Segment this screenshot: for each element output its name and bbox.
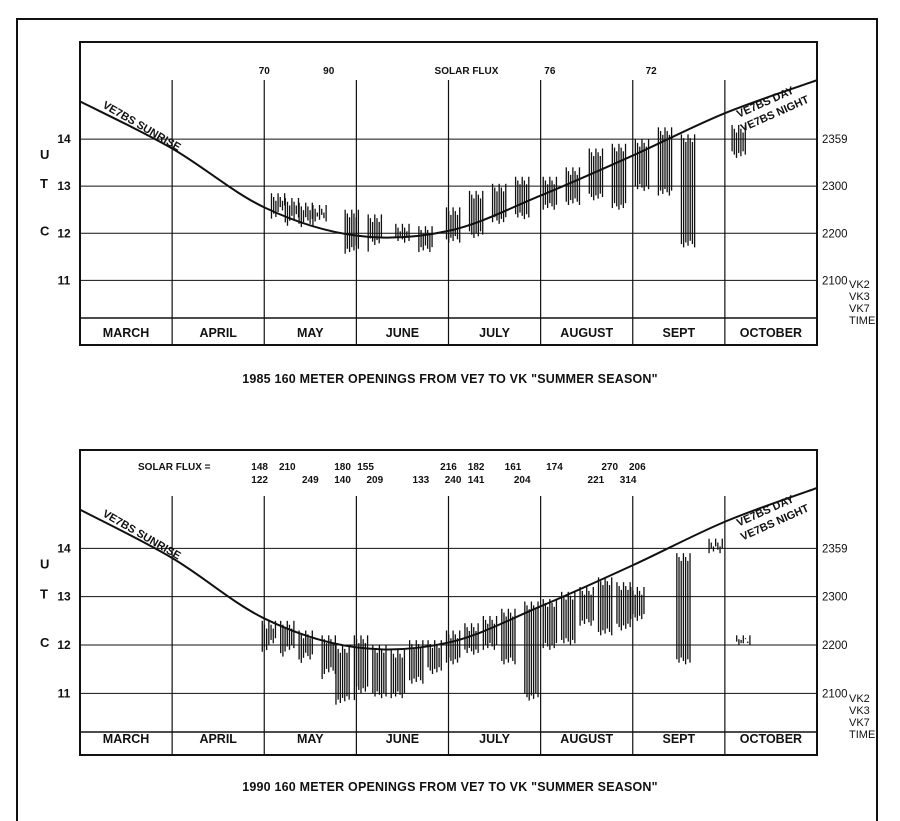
c1985-y-tick-label: 11 bbox=[58, 273, 71, 287]
c1990-solar-flux-value: 249 bbox=[302, 475, 319, 486]
c1985-right-footer-label: VK3 bbox=[849, 291, 870, 303]
c1990-solar-flux-value: 140 bbox=[334, 475, 351, 486]
c1990-solar-flux-value: 216 bbox=[440, 462, 457, 473]
c1990-solar-flux-value: 174 bbox=[546, 462, 563, 473]
c1985-y-tick-label: 14 bbox=[57, 132, 71, 146]
c1990-y-tick-label: 12 bbox=[57, 638, 71, 652]
c1990-right-footer-label: VK7 bbox=[849, 717, 870, 729]
c1990-utc-letter: T bbox=[40, 587, 48, 602]
c1990-solar-flux-value: 314 bbox=[620, 475, 637, 486]
c1990-right-footer-label: VK2 bbox=[849, 693, 870, 705]
c1990-y-tick-label: 11 bbox=[58, 686, 71, 700]
c1985-month-label: APRIL bbox=[199, 326, 237, 340]
chart-1990: MARCH APRIL MAY JUNE JULY AUGUST SEPT OCTOBER 11… bbox=[40, 449, 875, 756]
c1990-y-right-tick-label: 2200 bbox=[822, 640, 848, 652]
c1990-curve-label-sunrise: VE7BS SUNRISE bbox=[100, 508, 182, 562]
c1985-right-footer-label: TIME bbox=[849, 315, 875, 327]
c1990-month-label: JULY bbox=[479, 732, 510, 746]
c1985-y-right-tick-label: 2100 bbox=[822, 275, 848, 287]
c1990-y-right-tick-label: 2300 bbox=[822, 592, 848, 604]
c1985-y-right-tick-label: 2300 bbox=[822, 181, 848, 193]
c1985-month-label: JUNE bbox=[386, 326, 419, 340]
c1985-month-label: MAY bbox=[297, 326, 324, 340]
c1990-month-label: MARCH bbox=[103, 732, 150, 746]
c1990-solar-flux-value: 155 bbox=[357, 462, 374, 473]
chart-1985-caption: 1985 160 METER OPENINGS FROM VE7 TO VK "… bbox=[242, 372, 658, 386]
c1985-solar-flux-value: 70 bbox=[259, 66, 271, 77]
c1985-utc-letter: T bbox=[40, 176, 48, 191]
c1985-solar-flux-heading: SOLAR FLUX bbox=[435, 66, 499, 77]
c1990-solar-flux-value: 182 bbox=[468, 462, 485, 473]
c1990-y-tick-label: 13 bbox=[57, 590, 71, 604]
c1990-solar-flux-value: 240 bbox=[445, 475, 462, 486]
c1985-curve-label-sunrise: VE7BS SUNRISE bbox=[100, 99, 182, 153]
c1985-month-label: AUGUST bbox=[560, 326, 613, 340]
c1990-solar-flux-value: 206 bbox=[629, 462, 646, 473]
c1985-month-label: MARCH bbox=[103, 326, 150, 340]
c1990-solar-flux-value: 122 bbox=[251, 475, 268, 486]
c1990-y-right-tick-label: 2100 bbox=[822, 688, 848, 700]
c1990-right-footer-label: VK3 bbox=[849, 705, 870, 717]
c1990-right-footer-label: TIME bbox=[849, 729, 875, 741]
c1990-month-label: JUNE bbox=[386, 732, 419, 746]
c1985-y-tick-label: 12 bbox=[57, 226, 71, 240]
c1985-solar-flux-value: 72 bbox=[646, 66, 658, 77]
c1985-solar-flux-value: 90 bbox=[323, 66, 335, 77]
c1985-right-footer-label: VK7 bbox=[849, 303, 870, 315]
c1985-utc-letter: U bbox=[40, 147, 49, 162]
c1990-month-label: OCTOBER bbox=[740, 732, 802, 746]
c1990-solar-flux-value: 270 bbox=[601, 462, 618, 473]
c1990-solar-flux-value: 161 bbox=[505, 462, 522, 473]
c1990-solar-flux-value: 141 bbox=[468, 475, 485, 486]
c1990-y-tick-label: 14 bbox=[57, 541, 71, 555]
c1990-y-right-tick-label: 2359 bbox=[822, 543, 848, 555]
chart-1990-caption: 1990 160 METER OPENINGS FROM VE7 TO VK "… bbox=[242, 780, 658, 794]
c1985-y-right-tick-label: 2200 bbox=[822, 228, 848, 240]
chart-1985: MARCH APRIL MAY JUNE JULY AUGUST SEPT OCTOBER 11… bbox=[40, 41, 875, 346]
c1990-month-label: APRIL bbox=[199, 732, 237, 746]
c1985-right-footer-label: VK2 bbox=[849, 279, 870, 291]
c1990-solar-flux-value: 180 bbox=[334, 462, 351, 473]
c1990-solar-flux-value: 221 bbox=[588, 475, 605, 486]
c1985-y-right-tick-label: 2359 bbox=[822, 134, 848, 146]
c1990-solar-flux-value: 133 bbox=[413, 475, 430, 486]
c1985-solar-flux-value: 76 bbox=[544, 66, 556, 77]
c1990-solar-flux-value: 148 bbox=[251, 462, 268, 473]
c1990-month-label: AUGUST bbox=[560, 732, 613, 746]
c1985-month-label: SEPT bbox=[662, 326, 695, 340]
c1985-month-label: OCTOBER bbox=[740, 326, 802, 340]
c1985-y-tick-label: 13 bbox=[57, 179, 71, 193]
c1990-month-label: MAY bbox=[297, 732, 324, 746]
c1985-utc-letter: C bbox=[40, 223, 50, 238]
c1990-utc-letter: C bbox=[40, 635, 50, 650]
c1990-solar-flux-value: 209 bbox=[366, 475, 383, 486]
c1985-month-label: JULY bbox=[479, 326, 510, 340]
c1990-solar-flux-heading: SOLAR FLUX = bbox=[138, 462, 211, 473]
c1990-solar-flux-value: 204 bbox=[514, 475, 531, 486]
c1990-month-label: SEPT bbox=[662, 732, 695, 746]
page-frame bbox=[16, 18, 878, 821]
c1990-utc-letter: U bbox=[40, 556, 49, 571]
c1990-solar-flux-value: 210 bbox=[279, 462, 296, 473]
